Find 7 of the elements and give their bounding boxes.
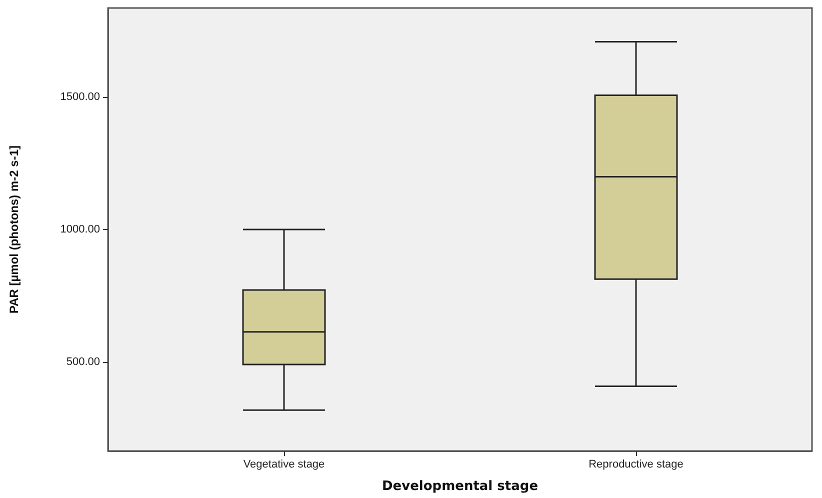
y-tick-label: 500.00	[66, 356, 100, 368]
x-tick-label: Reproductive stage	[588, 458, 684, 470]
y-tick-label: 1500.00	[60, 90, 100, 103]
y-tick-label: 1000.00	[60, 224, 100, 236]
x-tick-label: Vegetative stage	[243, 458, 325, 470]
y-axis-title: PAR [µmol (photons) m-2 s-1]	[7, 145, 21, 314]
x-axis-title: Developmental stage	[382, 479, 538, 494]
